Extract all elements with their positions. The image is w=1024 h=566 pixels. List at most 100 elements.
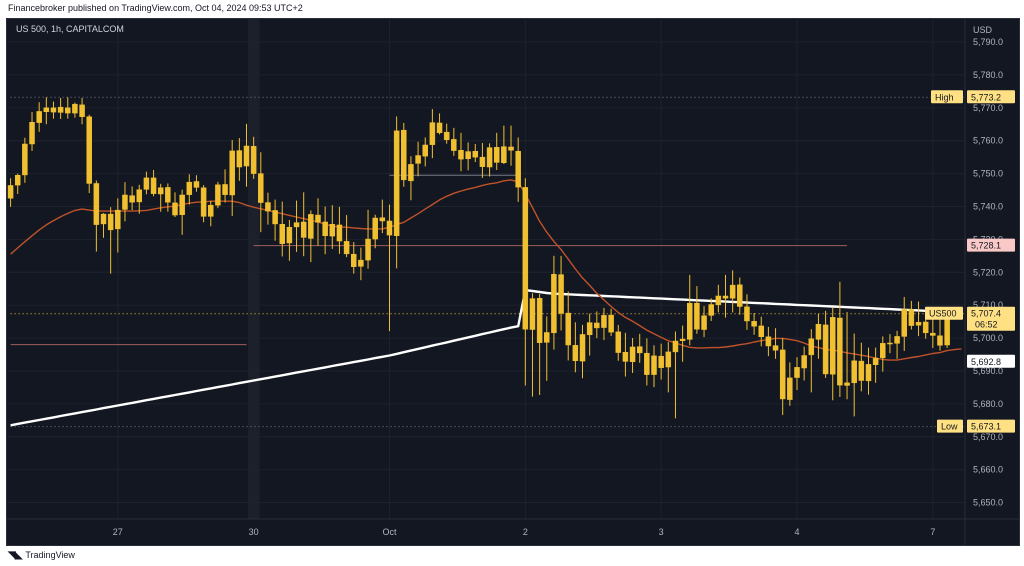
candle-body[interactable] <box>922 321 929 334</box>
candle-body[interactable] <box>236 150 243 168</box>
candle-body[interactable] <box>429 122 436 145</box>
candle-body[interactable] <box>837 317 843 386</box>
candle-body[interactable] <box>122 194 128 210</box>
candle-body[interactable] <box>829 317 836 375</box>
candle-body[interactable] <box>401 129 407 181</box>
candle-body[interactable] <box>279 224 285 244</box>
candle-body[interactable] <box>372 217 378 240</box>
candle-body[interactable] <box>651 355 657 375</box>
candle-body[interactable] <box>93 183 100 225</box>
candle-body[interactable] <box>865 364 872 382</box>
candle-body[interactable] <box>501 146 507 163</box>
candle-body[interactable] <box>143 177 150 190</box>
candle-body[interactable] <box>436 122 443 134</box>
candle-body[interactable] <box>36 111 42 123</box>
candle-body[interactable] <box>50 107 57 113</box>
candle-body[interactable] <box>386 220 393 236</box>
candle-body[interactable] <box>458 150 464 160</box>
candle-body[interactable] <box>758 325 764 338</box>
candle-body[interactable] <box>493 147 500 163</box>
candle-body[interactable] <box>100 213 107 225</box>
candle-body[interactable] <box>322 221 328 237</box>
candle-body[interactable] <box>465 151 471 160</box>
candle-body[interactable] <box>107 213 114 231</box>
candle-body[interactable] <box>308 214 314 239</box>
candle-body[interactable] <box>779 349 786 400</box>
candle-body[interactable] <box>479 156 486 167</box>
candle-body[interactable] <box>665 351 672 368</box>
candle-body[interactable] <box>722 295 729 299</box>
candle-body[interactable] <box>286 226 293 244</box>
candle-body[interactable] <box>300 221 307 238</box>
candle-body[interactable] <box>801 355 807 369</box>
candle-body[interactable] <box>908 309 915 326</box>
candle-body[interactable] <box>551 274 557 334</box>
candle-body[interactable] <box>451 139 457 151</box>
candle-body[interactable] <box>851 360 857 384</box>
candle-body[interactable] <box>744 306 750 322</box>
candle-body[interactable] <box>601 315 607 328</box>
candle-body[interactable] <box>687 302 693 340</box>
candle-body[interactable] <box>315 214 321 223</box>
candle-body[interactable] <box>529 298 536 330</box>
candle-body[interactable] <box>7 185 14 199</box>
candle-body[interactable] <box>615 331 622 353</box>
candle-body[interactable] <box>572 345 579 362</box>
candle-body[interactable] <box>522 187 529 330</box>
candle-body[interactable] <box>822 324 829 375</box>
candle-body[interactable] <box>486 147 493 168</box>
candle-body[interactable] <box>336 224 343 242</box>
candle-body[interactable] <box>86 116 92 184</box>
candle-body[interactable] <box>343 241 350 255</box>
candle-body[interactable] <box>393 130 400 237</box>
candle-body[interactable] <box>701 315 707 330</box>
candle-body[interactable] <box>150 177 157 194</box>
candle-body[interactable] <box>186 181 193 195</box>
candle-body[interactable] <box>243 145 250 167</box>
candle-body[interactable] <box>930 332 936 336</box>
candle-body[interactable] <box>729 284 736 299</box>
candle-body[interactable] <box>379 217 386 222</box>
candle-body[interactable] <box>250 146 257 174</box>
candle-body[interactable] <box>887 342 893 345</box>
candle-body[interactable] <box>737 284 743 307</box>
candle-body[interactable] <box>172 202 178 216</box>
candle-body[interactable] <box>794 367 800 378</box>
price-chart[interactable]: USD 5,790.0 5,780.0 5,770.0 5,760.0 5,750.0 5,… <box>7 19 1019 545</box>
candle-body[interactable] <box>408 164 414 182</box>
candle-body[interactable] <box>179 194 185 215</box>
candle-body[interactable] <box>22 143 28 176</box>
candle-body[interactable] <box>894 336 900 344</box>
candle-body[interactable] <box>293 222 300 228</box>
candle-body[interactable] <box>415 155 421 164</box>
candle-body[interactable] <box>129 195 135 203</box>
candle-body[interactable] <box>350 253 357 267</box>
candle-body[interactable] <box>222 184 228 195</box>
candle-body[interactable] <box>579 334 586 362</box>
candle-body[interactable] <box>844 382 850 386</box>
candle-body[interactable] <box>565 312 571 346</box>
candle-body[interactable] <box>443 131 450 140</box>
candle-body[interactable] <box>200 187 207 217</box>
candle-body[interactable] <box>901 309 907 337</box>
candle-body[interactable] <box>658 355 664 368</box>
candle-body[interactable] <box>808 338 815 356</box>
candle-body[interactable] <box>193 181 200 188</box>
candle-body[interactable] <box>115 209 121 230</box>
candle-body[interactable] <box>708 304 714 316</box>
candle-body[interactable] <box>472 150 479 158</box>
candle-body[interactable] <box>872 357 879 365</box>
candle-body[interactable] <box>258 173 264 203</box>
candle-body[interactable] <box>329 224 336 237</box>
candle-body[interactable] <box>265 202 271 212</box>
candle-body[interactable] <box>644 352 650 375</box>
candle-body[interactable] <box>57 106 64 113</box>
candle-body[interactable] <box>165 187 171 203</box>
candle-body[interactable] <box>136 189 143 203</box>
candle-body[interactable] <box>629 346 636 363</box>
candle-body[interactable] <box>29 122 35 145</box>
candle-body[interactable] <box>672 340 679 353</box>
candle-body[interactable] <box>157 187 164 195</box>
candle-body[interactable] <box>815 324 822 340</box>
candle-body[interactable] <box>937 335 943 346</box>
